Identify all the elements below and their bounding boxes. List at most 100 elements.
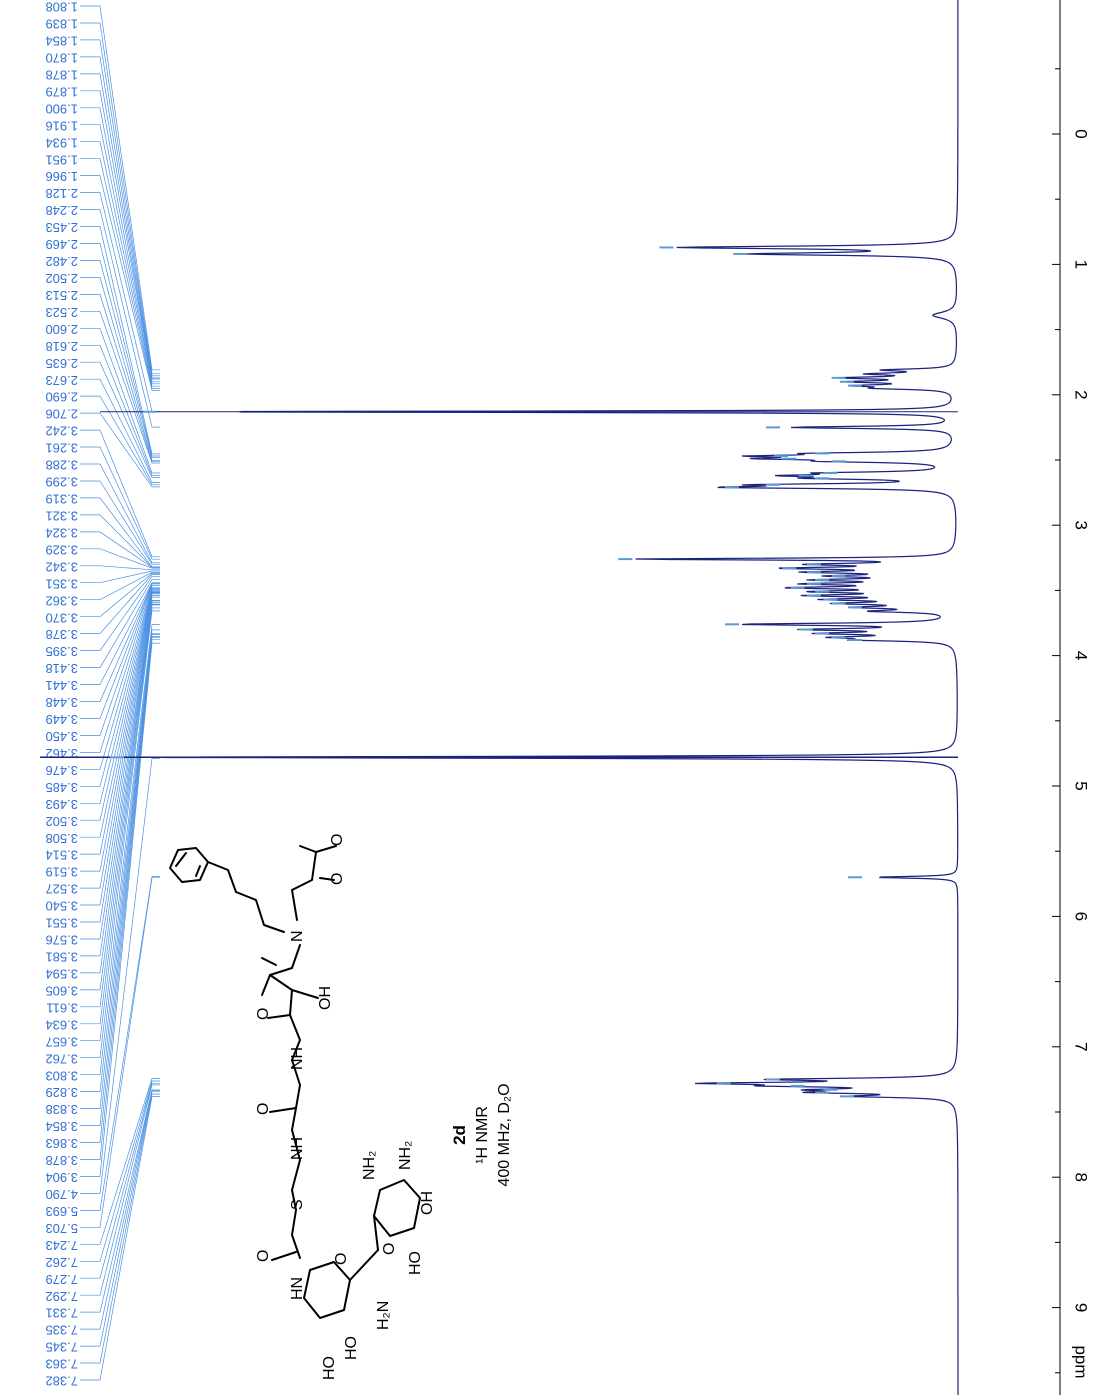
peak-label: 3.462: [45, 746, 78, 761]
peak-label: 3.829: [45, 1085, 78, 1100]
peak-label: 1.916: [45, 118, 78, 133]
axis-tick-label: 3: [1072, 520, 1091, 529]
peak-leader-line: [80, 243, 160, 457]
peak-leader-line: [80, 596, 160, 923]
peak-label: 2.635: [45, 356, 78, 371]
peak-leader-line: [80, 579, 160, 668]
peak-leader-line: [80, 5, 160, 371]
peak-label: 3.321: [45, 508, 78, 523]
peak-label: 3.605: [45, 983, 78, 998]
atom-O: O: [329, 873, 346, 885]
peak-leader-line: [80, 642, 160, 1177]
atom-O: O: [333, 1253, 350, 1265]
peak-label: 2.618: [45, 339, 78, 354]
axis-tick-label: 2: [1072, 390, 1091, 399]
conditions-label: 400 MHz, D₂O: [496, 1083, 513, 1186]
molecule-atom-labels: O O N OH O NH O NH S O HN O H₂N HO HO O …: [255, 834, 436, 1380]
peak-label: 2.502: [45, 271, 78, 286]
peak-leader-line: [80, 310, 160, 464]
peak-label: 1.870: [45, 50, 78, 65]
peak-leader-line: [80, 73, 160, 380]
peak-leader-line: [80, 582, 160, 685]
bond: [373, 1215, 379, 1251]
peak-leader-line: [80, 209, 160, 428]
atom-NH2: NH₂: [397, 1141, 414, 1170]
peak-label: 2.673: [45, 373, 78, 388]
bond: [267, 1014, 291, 1019]
peak-leader-line: [80, 1090, 160, 1330]
peak-leader-line: [80, 497, 160, 568]
peak-label: 3.324: [45, 525, 78, 540]
peak-leader-line: [80, 56, 160, 379]
peak-label: 3.762: [45, 1051, 78, 1066]
peak-leader-line: [80, 107, 160, 383]
bond: [269, 1107, 297, 1113]
peak-label: 2.600: [45, 322, 78, 337]
peak-label: 3.299: [45, 475, 78, 490]
peak-leader-line: [80, 175, 160, 391]
peak-leader-line: [80, 1091, 160, 1347]
peak-leader-line: [80, 592, 160, 872]
peak-leader-line: [80, 294, 160, 463]
sugar-ring: [303, 1261, 351, 1319]
peak-label: 3.502: [45, 814, 78, 829]
peak-label: 3.418: [45, 661, 78, 676]
compound-label: 2d: [450, 1125, 469, 1145]
peak-label: 3.508: [45, 831, 78, 846]
bond: [271, 1251, 297, 1261]
bond: [175, 852, 187, 867]
peak-label-layer: 7.382 7.363 7.345 7.335 7.331 7.292 7.279 7.262…: [40, 0, 958, 1389]
peak-leader-line: [80, 876, 160, 1211]
peak-leader-line: [80, 1080, 160, 1262]
peak-leader-line: [80, 277, 160, 461]
peak-leader-line: [80, 591, 160, 855]
peak-leader-line: [80, 22, 160, 375]
ppm-axis: ppm 0 1 2 3 4 5 6 7 8 9: [1052, 0, 1091, 1395]
spectrum-trace: [163, 0, 959, 1395]
peak-label: 3.493: [45, 797, 78, 812]
atom-NH: NH: [289, 1137, 306, 1160]
peak-leader-line: [80, 158, 160, 389]
peak-leader-line: [80, 604, 160, 1008]
peak-label: 3.634: [45, 1017, 78, 1032]
axis-tick-label: 4: [1072, 651, 1091, 660]
axis-tick-label: 6: [1072, 912, 1091, 921]
peak-label: 3.838: [45, 1102, 78, 1117]
peak-leader-line: [80, 395, 160, 486]
peak-leader-line: [80, 586, 160, 770]
peak-leader-line: [80, 39, 160, 377]
peak-label: 3.449: [45, 712, 78, 727]
atom-H2N: H₂N: [375, 1301, 392, 1330]
peak-label: 3.378: [45, 627, 78, 642]
peak-leader-line: [80, 576, 160, 651]
peak-label: 3.581: [45, 949, 78, 964]
peak-leader-line: [80, 583, 160, 702]
atom-O: O: [381, 1243, 398, 1255]
peak-label: 3.854: [45, 1119, 78, 1134]
acyl-chain: [291, 845, 337, 921]
atom-HO: HO: [343, 1336, 360, 1360]
peak-leader-line: [80, 636, 160, 1126]
peak-leader-line: [80, 758, 160, 1194]
peak-leader-line: [80, 624, 160, 1059]
peak-label: 3.863: [45, 1136, 78, 1151]
peak-leader-line: [80, 1078, 160, 1245]
bond: [319, 877, 335, 881]
peak-label: 3.261: [45, 441, 78, 456]
peak-label: 3.242: [45, 424, 78, 439]
peak-leader-line: [80, 1089, 160, 1313]
axis-tick-label: 5: [1072, 781, 1091, 790]
peak-leader-line: [80, 589, 160, 804]
atom-S: S: [289, 1199, 306, 1210]
peak-leader-line: [80, 637, 160, 1143]
peak-leader-line: [80, 1082, 160, 1279]
peak-leader-line: [80, 1096, 160, 1381]
peak-label: 3.576: [45, 933, 78, 948]
peak-label: 3.514: [45, 848, 78, 863]
peak-label: 2.482: [45, 254, 78, 269]
peak-leader-line: [80, 570, 160, 584]
atom-OH: OH: [317, 986, 334, 1010]
peak-leader-line: [80, 603, 160, 991]
peak-label: 1.878: [45, 67, 78, 82]
